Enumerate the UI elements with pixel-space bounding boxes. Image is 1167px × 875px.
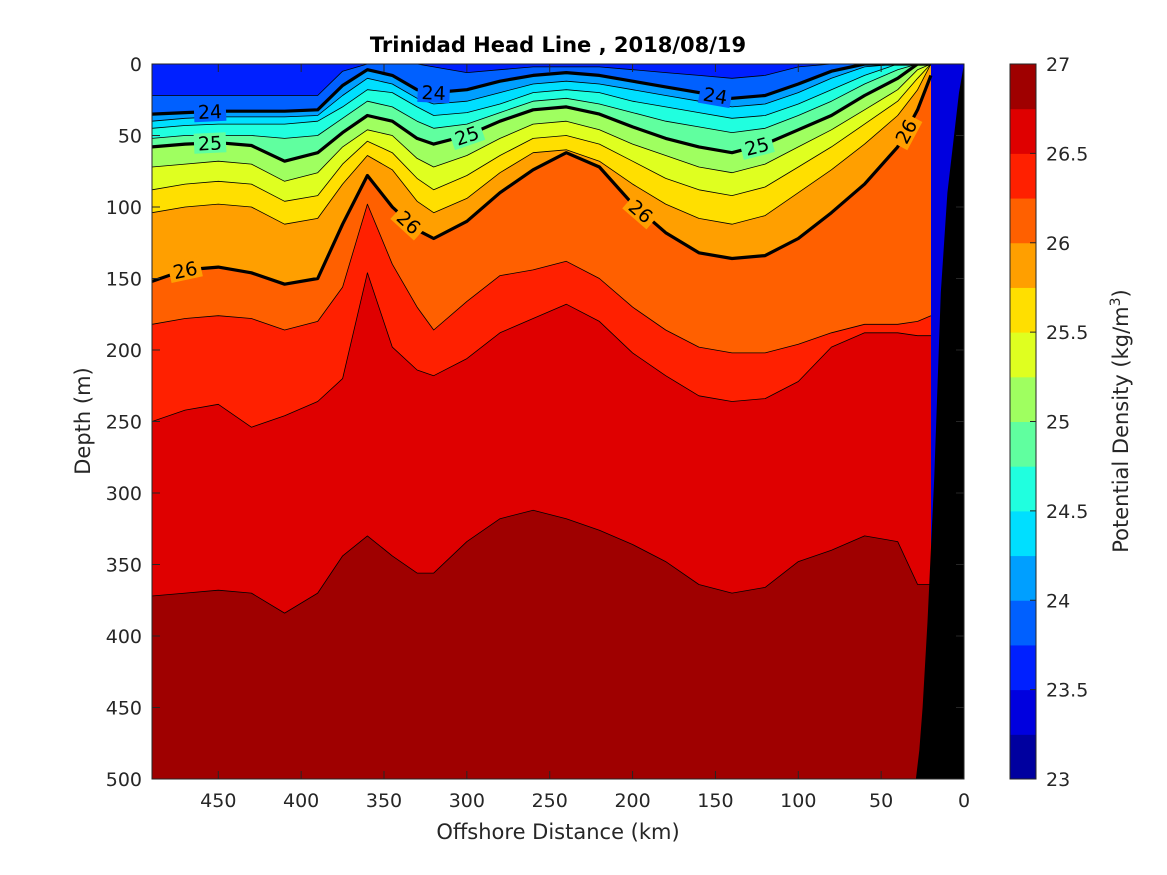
- density-fill-bands: [152, 64, 964, 779]
- y-tick-label: 300: [106, 483, 142, 505]
- isopycnal-24.5: [152, 64, 931, 129]
- isopycnal-26.25: [152, 203, 932, 354]
- colorbar-tick-label: 26.5: [1046, 143, 1088, 165]
- contour-label: 24: [197, 101, 222, 124]
- x-tick-label: 50: [869, 790, 893, 812]
- contour-label-bg: [889, 112, 923, 151]
- colorbar-band: [1010, 734, 1036, 780]
- colorbar-bands: [1010, 64, 1036, 780]
- contour-label: 26: [171, 258, 199, 285]
- colorbar-band: [1010, 689, 1036, 735]
- y-tick-label: 400: [106, 626, 142, 648]
- y-tick-label: 100: [106, 197, 142, 219]
- isopycnal-25: [152, 64, 931, 163]
- colorbar-band: [1010, 332, 1036, 378]
- colorbar-band: [1010, 287, 1036, 333]
- isopycnal-25.5: [152, 64, 932, 202]
- y-axis-ticks: 0 50 100 150 200 250 300 350 400 450 500: [106, 54, 964, 791]
- isopycnal-24: [152, 64, 931, 116]
- y-tick-label: 200: [106, 340, 142, 362]
- colorbar-tick-label: 23.5: [1046, 680, 1088, 702]
- colorbar-band: [1010, 153, 1036, 199]
- colorbar-tick-label: 26: [1046, 233, 1070, 255]
- contour-label-bg: [697, 82, 733, 109]
- x-tick-label: 300: [449, 790, 485, 812]
- contour-label-bg: [390, 204, 428, 241]
- colorbar-label: Potential Density (kg/m3): [1108, 289, 1133, 553]
- x-tick-label: 150: [697, 790, 733, 812]
- contour-label-bg: [417, 81, 451, 104]
- bathymetry-seafloor: [915, 64, 964, 779]
- y-axis-label: Depth (m): [71, 367, 95, 474]
- colorbar-tick-label: 25: [1046, 412, 1070, 434]
- isopycnal-26: [152, 74, 933, 286]
- contour-label-bg: [193, 132, 227, 154]
- isopycnal-25.25: [152, 64, 932, 182]
- x-tick-label: 200: [614, 790, 650, 812]
- colorbar-label-main: Potential Density (kg/m: [1109, 306, 1133, 552]
- contour-label-bg: [448, 120, 486, 151]
- x-axis-ticks: 450 400 350 300 250 200 150 100 50 0: [200, 64, 970, 812]
- y-tick-label: 150: [106, 269, 142, 291]
- x-tick-label: 400: [283, 790, 319, 812]
- colorbar-band: [1010, 644, 1036, 691]
- chart-title: Trinidad Head Line , 2018/08/19: [370, 33, 746, 57]
- contour-label-bg: [167, 256, 203, 284]
- x-tick-label: 450: [200, 790, 236, 812]
- colorbar: 23 23.5 24 24.5 25 25.5 26 26.5 27 Potential Den…: [1009, 54, 1133, 791]
- x-tick-label: 100: [780, 790, 816, 812]
- colorbar-ticks: 23 23.5 24 24.5 25 25.5 26 26.5 27: [1030, 54, 1088, 791]
- colorbar-band: [1010, 64, 1036, 110]
- colorbar-tick-label: 24.5: [1046, 501, 1088, 523]
- isopycnal-24.75: [152, 64, 931, 139]
- y-tick-label: 350: [106, 555, 142, 577]
- y-tick-label: 450: [106, 698, 142, 720]
- contour-label: 25: [197, 132, 222, 155]
- colorbar-band: [1010, 421, 1036, 467]
- colorbar-band: [1010, 510, 1036, 557]
- x-tick-label: 0: [958, 790, 970, 812]
- isopycnal-25.75: [152, 64, 932, 225]
- contour-label: 24: [421, 82, 446, 105]
- density-band-26.75: [152, 510, 931, 779]
- colorbar-label-superscript: 3: [1108, 297, 1124, 306]
- y-tick-label: 50: [118, 126, 142, 148]
- colorbar-tick-label: 24: [1046, 590, 1070, 612]
- x-axis-label: Offshore Distance (km): [436, 820, 679, 844]
- contour-label-bg: [738, 132, 775, 160]
- x-tick-label: 350: [366, 790, 402, 812]
- colorbar-band: [1010, 600, 1036, 646]
- colorbar-band: [1010, 376, 1036, 422]
- y-tick-label: 0: [130, 54, 142, 76]
- colorbar-band: [1010, 108, 1036, 154]
- contour-plot-area: [152, 64, 964, 779]
- colorbar-tick-label: 27: [1046, 54, 1070, 76]
- isopycnal-26.5: [152, 272, 931, 428]
- isopycnal-26.75: [152, 509, 931, 614]
- isopycnal-23.75: [152, 64, 931, 96]
- x-tick-label: 250: [532, 790, 568, 812]
- colorbar-tick-label: 23: [1046, 769, 1070, 791]
- colorbar-band: [1010, 555, 1036, 601]
- contour-label-bg: [622, 193, 660, 230]
- colorbar-tick-label: 25.5: [1046, 322, 1088, 344]
- contour-label: 24: [701, 84, 729, 110]
- colorbar-band: [1010, 198, 1036, 244]
- bathymetry-layer: [915, 64, 964, 779]
- isopycnal-lines: [152, 64, 933, 614]
- colorbar-band: [1010, 466, 1036, 512]
- y-tick-label: 500: [106, 769, 142, 791]
- isopycnal-24.25: [152, 64, 931, 122]
- y-tick-label: 250: [106, 412, 142, 434]
- contour-label-bg: [193, 100, 227, 123]
- colorbar-label-end: ): [1109, 289, 1133, 297]
- colorbar-band: [1010, 242, 1036, 288]
